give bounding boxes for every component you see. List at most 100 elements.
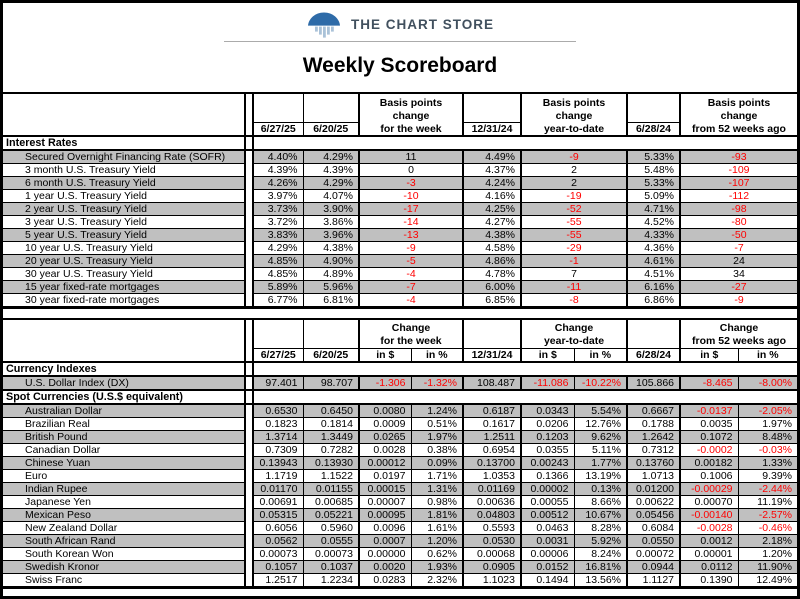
value-cell: 0.01155 bbox=[302, 482, 359, 496]
value-cell: -109 bbox=[679, 163, 797, 177]
rates-label-header bbox=[3, 93, 245, 136]
currency-row: Swedish Kronor 0.1057 0.1037 0.0020 1.93% 0.0… bbox=[3, 560, 797, 574]
value-cell: 4.24% bbox=[462, 176, 521, 190]
currency-row: Mexican Peso 0.05315 0.05221 0.00095 1.81% 0.… bbox=[3, 508, 797, 522]
row-label: 5 year U.S. Treasury Yield bbox=[3, 228, 245, 242]
value-cell: -29 bbox=[520, 241, 627, 255]
col-yearago-date-top bbox=[626, 319, 681, 349]
value-cell: 0.0031 bbox=[520, 534, 574, 548]
row-label: Australian Dollar bbox=[3, 403, 245, 418]
value-cell: -27 bbox=[679, 280, 797, 294]
value-cell: 98.707 bbox=[302, 375, 359, 390]
value-cell: 0.13760 bbox=[626, 456, 681, 470]
value-cell: 0.6056 bbox=[253, 521, 303, 535]
value-cell: 0.0206 bbox=[520, 417, 574, 431]
rate-row: 3 month U.S. Treasury Yield 4.39% 4.39% 0 4.… bbox=[3, 163, 797, 177]
section-label: Spot Currencies (U.S.$ equivalent) bbox=[3, 389, 245, 405]
value-cell: 0.0944 bbox=[626, 560, 681, 574]
value-cell: 4.40% bbox=[253, 149, 303, 164]
value-cell: 24 bbox=[679, 254, 797, 268]
table-spacer bbox=[3, 309, 797, 318]
value-cell: 4.29% bbox=[302, 149, 359, 164]
spacer-cell bbox=[244, 163, 254, 177]
value-cell: 0.0905 bbox=[462, 560, 521, 574]
value-cell: 6.86% bbox=[626, 293, 680, 308]
value-cell: -3 bbox=[358, 176, 463, 190]
value-cell: 0.1494 bbox=[520, 573, 574, 588]
value-cell: 34 bbox=[679, 267, 797, 281]
value-cell: 1.2511 bbox=[462, 430, 521, 444]
value-cell: -107 bbox=[679, 176, 797, 190]
value-cell: 4.29% bbox=[302, 176, 359, 190]
value-cell: 1.3449 bbox=[302, 430, 359, 444]
rate-row: 1 year U.S. Treasury Yield 3.97% 4.07% -10 4… bbox=[3, 189, 797, 203]
value-cell: 0.1823 bbox=[253, 417, 303, 431]
value-cell: 4.71% bbox=[626, 202, 680, 216]
value-cell: 1.1127 bbox=[626, 573, 681, 588]
value-cell: -10.22% bbox=[573, 375, 628, 390]
value-cell: 0.7309 bbox=[253, 443, 303, 457]
value-cell: 4.38% bbox=[462, 228, 521, 242]
value-cell: 1.2234 bbox=[302, 573, 359, 588]
spacer-cell bbox=[244, 228, 254, 242]
value-cell: -0.0137 bbox=[679, 403, 739, 418]
value-cell: 0.01170 bbox=[253, 482, 303, 496]
section-empty-cell bbox=[253, 361, 797, 377]
value-cell: -4 bbox=[358, 293, 463, 308]
page-title: Weekly Scoreboard bbox=[302, 54, 498, 77]
value-cell: 0.13943 bbox=[253, 456, 303, 470]
value-cell: 1.81% bbox=[410, 508, 463, 522]
row-label: 3 month U.S. Treasury Yield bbox=[3, 163, 245, 177]
value-cell: -55 bbox=[520, 228, 627, 242]
col-prior-date-top bbox=[302, 93, 359, 123]
value-cell: 0.00243 bbox=[520, 456, 574, 470]
row-label: 3 year U.S. Treasury Yield bbox=[3, 215, 245, 229]
value-cell: 105.866 bbox=[626, 375, 681, 390]
value-cell: 0.0096 bbox=[358, 521, 411, 535]
value-cell: 1.1522 bbox=[302, 469, 359, 483]
value-cell: -11.086 bbox=[520, 375, 574, 390]
spacer-cell bbox=[244, 430, 254, 444]
value-cell: 6.16% bbox=[626, 280, 680, 294]
value-cell: 2.18% bbox=[737, 534, 797, 548]
brand-name: THE CHART STORE bbox=[350, 16, 494, 32]
value-cell: -55 bbox=[520, 215, 627, 229]
value-cell: -14 bbox=[358, 215, 463, 229]
interest-rates-table: Basis points change Basis points change Ba… bbox=[3, 92, 797, 309]
brand-underline bbox=[224, 41, 576, 42]
value-cell: 0.5593 bbox=[462, 521, 521, 535]
value-cell: 6.85% bbox=[462, 293, 521, 308]
currency-row: Brazilian Real 0.1823 0.1814 0.0009 0.51% 0.1… bbox=[3, 417, 797, 431]
value-cell: 4.90% bbox=[302, 254, 359, 268]
value-cell: 0.00070 bbox=[679, 495, 739, 509]
currency-row: South African Rand 0.0562 0.0555 0.0007 1.20… bbox=[3, 534, 797, 548]
value-cell: 0.62% bbox=[410, 547, 463, 561]
currency-row: New Zealand Dollar 0.6056 0.5960 0.0096 1.61… bbox=[3, 521, 797, 535]
currency-row: U.S. Dollar Index (DX) 97.401 98.707 -1.306… bbox=[3, 375, 797, 390]
value-cell: 4.61% bbox=[626, 254, 680, 268]
rate-row: 20 year U.S. Treasury Yield 4.85% 4.90% -5 4… bbox=[3, 254, 797, 268]
value-cell: 4.52% bbox=[626, 215, 680, 229]
value-cell: 0.0463 bbox=[520, 521, 574, 535]
value-cell: 0.38% bbox=[410, 443, 463, 457]
spacer-cell bbox=[244, 443, 254, 457]
value-cell: 2 bbox=[520, 163, 627, 177]
value-cell: 0.98% bbox=[410, 495, 463, 509]
value-cell: 0.00015 bbox=[358, 482, 411, 496]
value-cell: 1.20% bbox=[737, 547, 797, 561]
value-cell: 3.86% bbox=[302, 215, 359, 229]
col-week-in-dollars: in $ bbox=[358, 348, 411, 362]
value-cell: 1.93% bbox=[410, 560, 463, 574]
value-cell: -93 bbox=[679, 149, 797, 164]
value-cell: 0.5960 bbox=[302, 521, 359, 535]
value-cell: 3.97% bbox=[253, 189, 303, 203]
value-cell: 1.61% bbox=[410, 521, 463, 535]
value-cell: 1.33% bbox=[737, 456, 797, 470]
spacer-cell bbox=[244, 189, 254, 203]
value-cell: 0.00072 bbox=[626, 547, 681, 561]
value-cell: -98 bbox=[679, 202, 797, 216]
col-52wk-change-label: from 52 weeks ago bbox=[679, 122, 797, 136]
value-cell: 3.83% bbox=[253, 228, 303, 242]
value-cell: -0.03% bbox=[737, 443, 797, 457]
value-cell: 0.00095 bbox=[358, 508, 411, 522]
